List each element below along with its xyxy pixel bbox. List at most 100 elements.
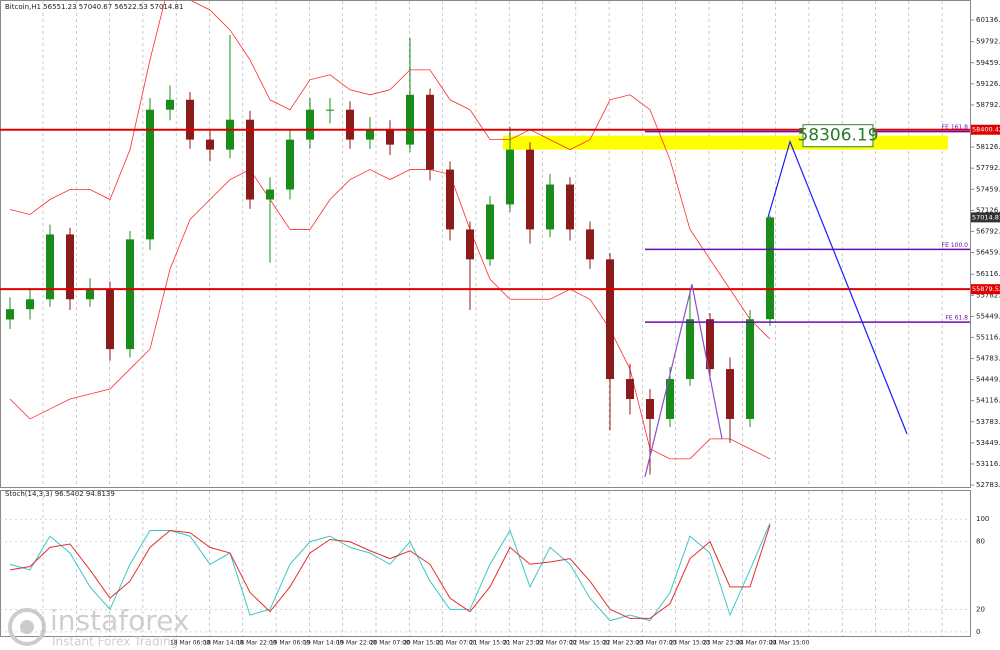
price-label-box [971,212,1000,223]
candle-body [706,319,714,370]
candle-body [146,109,154,240]
candle-body [106,289,114,350]
main-frame [0,0,971,488]
candle-body [566,184,574,230]
y-tick-label: 0 [976,628,980,636]
x-tick-label: 19 Mar 06:00 [270,640,310,647]
oscillator-frame [0,490,971,637]
candle-body [466,229,474,260]
x-tick-label: 19 Mar 22:00 [336,640,376,647]
fibo-label: FE 100.0 [942,242,969,249]
candle-body [746,319,754,419]
symbol-header: Bitcoin,H1 56551.23 57040.67 56522.53 57… [5,3,183,11]
candle-body [6,309,14,320]
x-tick-label: 20 Mar 07:00 [370,640,410,647]
y-tick-label: 59792.60 [976,38,1000,46]
fibo-label: FE 161.8 [942,124,969,131]
x-tick-label: 18 Mar 14:00 [203,640,243,647]
level-label-box [971,124,1000,135]
candle-body [346,109,354,140]
x-tick-label: 24 Mar 07:00 [736,640,776,647]
x-tick-label: 20 Mar 15:00 [403,640,443,647]
candle-body [506,149,514,205]
candle-body [406,94,414,145]
stoch-line [9,524,771,619]
y-tick-label: 57459.35 [976,185,1000,193]
logo-core [20,620,34,634]
y-tick-label: 54116.40 [976,397,1000,405]
y-tick-label: 55782.90 [976,291,1000,299]
candle-body [686,319,694,380]
wave-line [644,284,723,477]
fibo-label: FE 61.8 [945,315,968,322]
candle-body [766,217,774,320]
y-tick-label: 53116.50 [976,460,1000,468]
y-tick-label: 80 [976,538,985,546]
y-tick-label: 58792.70 [976,101,1000,109]
y-tick-label: 53783.10 [976,418,1000,426]
candle-body [206,139,214,150]
candle-body [46,234,54,300]
level-label: 58400.42 [972,126,1000,134]
candle-body [266,189,274,200]
price-label: 57014.81 [972,213,1000,221]
level-label: 55879.52 [972,285,1000,293]
y-tick-label: 56792.75 [976,227,1000,235]
x-tick-label: 23 Mar 15:00 [669,640,709,647]
oscillator-title: Stoch(14,3,3) 96.5402 94.8139 [5,490,115,498]
target-box [802,124,874,148]
level-label-box [971,284,1000,295]
candle-body [486,204,494,260]
candle-body [166,99,174,110]
target-zone [503,135,948,150]
plot-area [9,522,771,622]
x-tick-label: 18 Mar 22:00 [237,640,277,647]
candle-body [386,129,394,145]
y-tick-label: 56459.60 [976,248,1000,256]
y-tick-label: 55449.60 [976,312,1000,320]
bollinger-band [9,169,771,460]
candle-body [126,239,134,350]
y-tick-label: 55116.30 [976,333,1000,341]
candle-body [26,299,34,310]
x-tick-label: 22 Mar 23:00 [603,640,643,647]
y-tick-label: 54783.00 [976,355,1000,363]
bollinger-band [9,1,771,340]
y-tick-label: 57126.05 [976,206,1000,214]
candle-body [426,94,434,170]
projection-line [767,139,908,435]
y-tick-label: 59459.30 [976,59,1000,67]
candle-body [306,109,314,140]
tagline: Instant Forex Trading [52,635,178,649]
candle-body [366,129,374,140]
y-tick-label: 52783.20 [976,481,1000,489]
candle-body [326,109,334,111]
x-tick-label: 18 Mar 06:00 [170,640,210,647]
x-tick-label: 24 Mar 15:00 [769,640,809,647]
y-tick-label: 100 [976,515,989,523]
y-tick-label: 60136.00 [976,16,1000,24]
x-tick-label: 23 Mar 07:00 [636,640,676,647]
candle-body [626,379,634,400]
logo-ring [8,608,46,646]
candle-body [726,369,734,419]
y-tick-label: 58126.10 [976,143,1000,151]
candle-body [246,119,254,200]
y-tick-label: 56116.20 [976,270,1000,278]
candle-body [226,119,234,150]
candle-body [186,99,194,140]
x-tick-label: 21 Mar 15:00 [470,640,510,647]
candle-body [86,289,94,300]
y-tick-label: 54449.70 [976,376,1000,384]
candle-body [286,139,294,190]
candle-body [526,149,534,230]
x-tick-label: 23 Mar 23:00 [703,640,743,647]
x-tick-label: 21 Mar 23:00 [503,640,543,647]
candle-body [646,399,654,419]
candle-body [606,259,614,380]
candle-body [666,379,674,419]
x-tick-label: 22 Mar 07:00 [536,640,576,647]
candle-body [546,184,554,230]
